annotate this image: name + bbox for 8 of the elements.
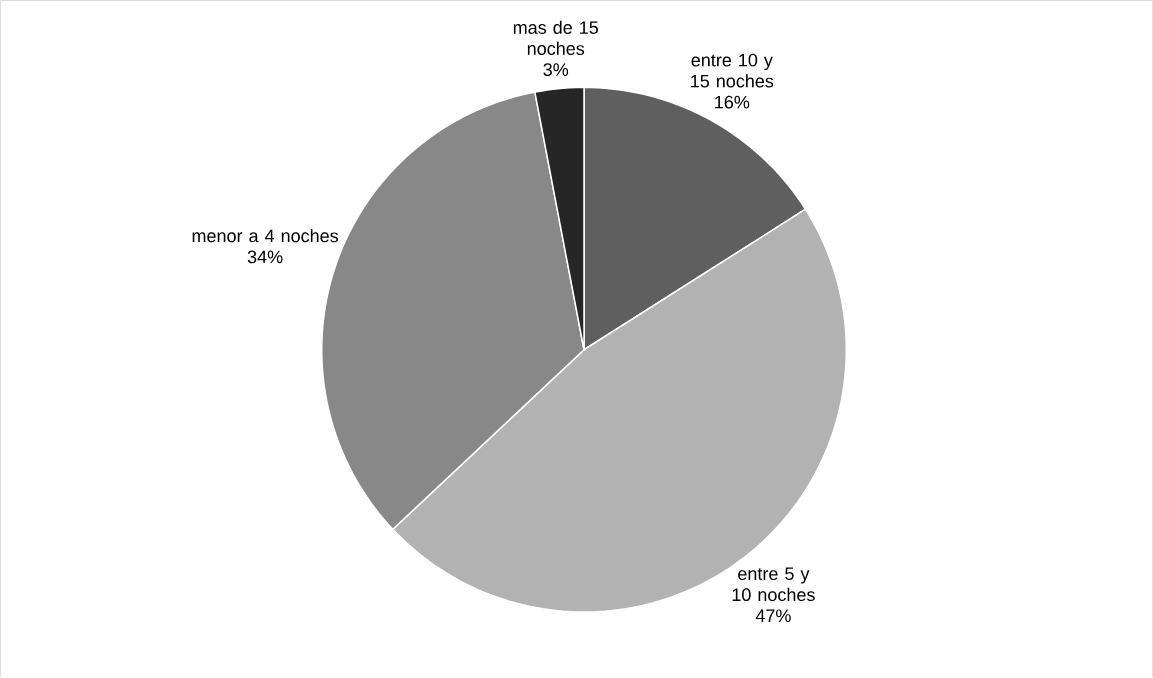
data-label: 47% xyxy=(755,609,791,623)
slice-label: mas de 15 noches xyxy=(513,20,599,56)
slice-label: entre 10 y 15 noches xyxy=(691,53,774,88)
data-label: 16% xyxy=(715,96,750,109)
slice-label: menor a 4 noches xyxy=(192,229,339,243)
data-label: 34% xyxy=(247,250,283,264)
slice-label: entre 5 y 10 noches xyxy=(732,567,815,602)
data-label: 3% xyxy=(543,63,569,77)
